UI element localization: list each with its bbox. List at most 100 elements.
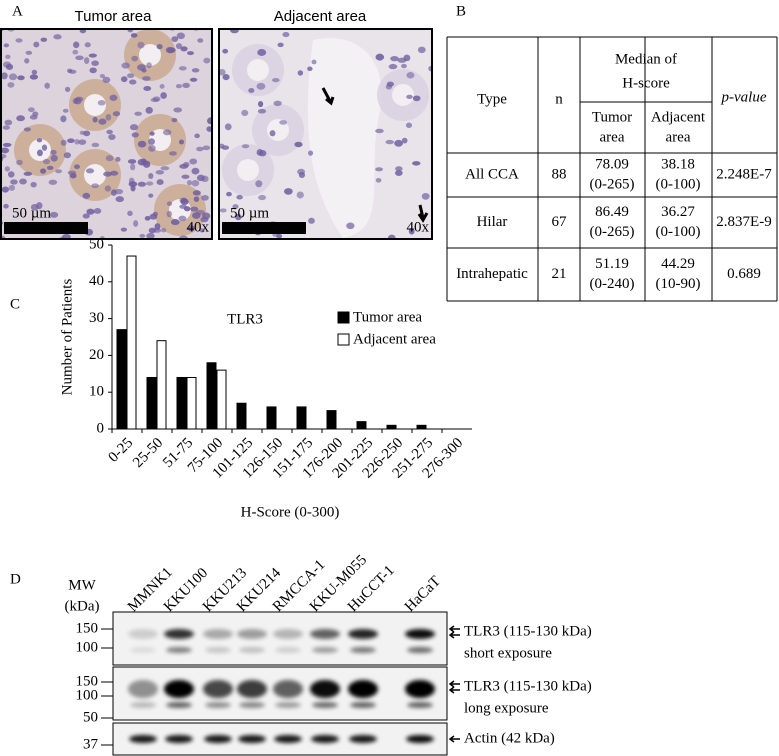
- nucleus: [10, 179, 18, 185]
- band-arrow: [448, 625, 460, 633]
- nucleus: [148, 138, 155, 145]
- nucleus: [127, 210, 133, 217]
- nucleus: [192, 190, 201, 196]
- bar: [186, 376, 197, 430]
- nucleus: [202, 145, 211, 151]
- nucleus: [258, 150, 267, 157]
- mw-marker: 100: [76, 639, 99, 655]
- micrograph: [218, 28, 433, 240]
- nucleus: [197, 38, 204, 43]
- nucleus: [49, 211, 59, 218]
- nucleus: [97, 100, 106, 106]
- nucleus: [195, 209, 205, 215]
- nucleus: [193, 196, 200, 202]
- band: [130, 702, 156, 708]
- nucleus: [133, 220, 139, 227]
- nucleus: [421, 192, 430, 200]
- nucleus: [412, 95, 421, 102]
- nucleus: [145, 181, 154, 186]
- bar: [296, 406, 307, 430]
- nucleus: [4, 119, 13, 126]
- nucleus: [33, 41, 40, 48]
- nucleus: [282, 32, 290, 38]
- nucleus: [160, 92, 167, 99]
- nucleus: [89, 67, 97, 74]
- band: [350, 702, 376, 708]
- y-tick-label: 40: [89, 273, 104, 289]
- table-cell: area: [666, 129, 691, 145]
- nucleus: [191, 167, 200, 175]
- lane-label: HaCaT: [402, 573, 444, 615]
- nucleus: [27, 107, 35, 113]
- mw-marker: 100: [76, 687, 99, 703]
- nucleus: [8, 73, 18, 81]
- nucleus: [394, 170, 403, 176]
- nucleus: [15, 38, 23, 43]
- band: [129, 735, 157, 743]
- nucleus: [24, 58, 30, 64]
- bar: [156, 340, 167, 430]
- nucleus: [155, 170, 165, 175]
- bar: [146, 376, 157, 430]
- nucleus: [103, 171, 112, 177]
- nucleus: [179, 163, 189, 169]
- band: [310, 680, 340, 698]
- nucleus: [150, 98, 159, 103]
- bar: [116, 329, 127, 430]
- nucleus: [200, 216, 209, 223]
- nucleus: [257, 48, 267, 56]
- nucleus: [64, 86, 71, 93]
- band: [205, 647, 231, 653]
- nucleus: [159, 84, 165, 89]
- nucleus: [36, 138, 43, 143]
- legend-label: Tumor area: [353, 309, 422, 325]
- nucleus: [196, 174, 205, 182]
- nucleus: [60, 115, 67, 123]
- blot-label: short exposure: [464, 645, 552, 661]
- band: [348, 680, 378, 698]
- band-arrow: [448, 631, 460, 639]
- nucleus: [84, 42, 91, 48]
- table-cell: Intrahepatic: [456, 266, 528, 282]
- nucleus: [17, 75, 25, 81]
- bar: [416, 424, 427, 430]
- nucleus: [148, 193, 154, 198]
- y-tick-label: 50: [89, 236, 104, 252]
- nucleus: [129, 124, 139, 131]
- nucleus: [145, 106, 153, 114]
- nucleus: [0, 72, 8, 80]
- band: [407, 647, 433, 653]
- nucleus: [394, 139, 403, 147]
- nucleus: [284, 188, 293, 195]
- nucleus: [91, 183, 99, 189]
- nucleus: [148, 227, 156, 234]
- band-arrow: [448, 735, 460, 743]
- nucleus: [50, 149, 57, 155]
- nucleus: [40, 37, 48, 42]
- image-frame: [0, 28, 213, 240]
- blot: [112, 722, 448, 756]
- y-tick-label: 10: [89, 384, 104, 400]
- table-cell: 2.837E-9: [716, 214, 771, 230]
- bar: [176, 376, 187, 430]
- nucleus: [308, 217, 315, 224]
- legend-label: Adjacent area: [353, 331, 436, 347]
- blot-frame: [112, 611, 448, 666]
- magnification: 40x: [187, 219, 210, 235]
- nucleus: [308, 150, 314, 156]
- blot-label: TLR3 (115-130 kDa): [464, 623, 592, 639]
- nucleus: [160, 166, 170, 171]
- nucleus: [120, 227, 127, 232]
- nucleus: [241, 144, 250, 149]
- nucleus: [346, 222, 355, 230]
- nucleus: [222, 73, 230, 81]
- nucleus: [115, 196, 124, 203]
- nucleus: [405, 122, 413, 128]
- nucleus: [170, 219, 180, 226]
- nucleus: [294, 141, 303, 148]
- band: [274, 735, 302, 743]
- mw-marker: 37: [83, 736, 99, 752]
- table-cell: (0-240): [590, 276, 635, 292]
- scale-bar: [222, 222, 306, 234]
- band: [130, 647, 156, 653]
